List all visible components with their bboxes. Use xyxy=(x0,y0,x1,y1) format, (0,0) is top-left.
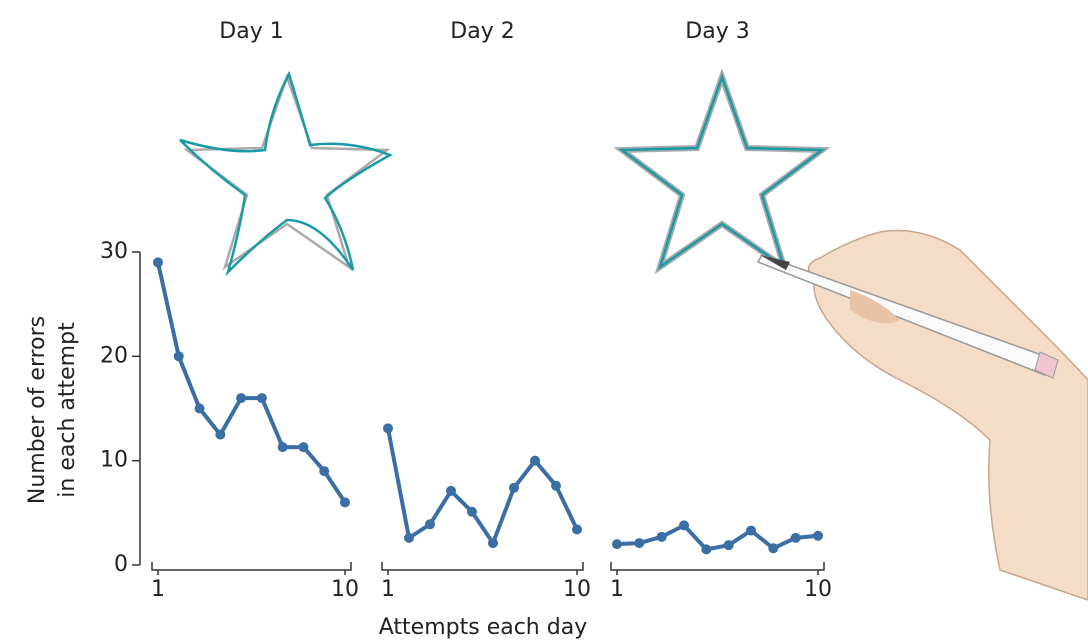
x-tick-label: 10 xyxy=(331,577,359,602)
point xyxy=(256,393,267,404)
point xyxy=(746,525,756,536)
x-axis xyxy=(610,562,825,571)
point xyxy=(723,540,734,551)
point xyxy=(467,506,477,517)
x-axis-label: Attempts each day xyxy=(379,615,587,640)
point xyxy=(813,530,823,541)
point xyxy=(215,429,226,440)
point xyxy=(277,442,288,453)
point xyxy=(194,403,205,414)
x-axis xyxy=(381,562,584,571)
panel-title: Day 2 xyxy=(450,19,514,44)
point xyxy=(425,519,435,530)
drawn-star-3 xyxy=(620,75,824,269)
point xyxy=(383,423,393,434)
point xyxy=(446,485,456,496)
y-tick-label: 0 xyxy=(114,552,128,577)
point xyxy=(768,543,779,554)
point xyxy=(612,539,622,550)
x-tick-label: 1 xyxy=(610,577,624,602)
y-axis-label: Number of errors xyxy=(25,316,50,504)
panel-title: Day 1 xyxy=(219,19,283,44)
x-tick-label: 1 xyxy=(381,577,395,602)
point xyxy=(236,393,247,404)
point xyxy=(340,497,350,508)
line xyxy=(156,262,347,504)
hand xyxy=(756,229,1088,601)
point xyxy=(173,351,184,362)
point xyxy=(701,544,712,555)
point xyxy=(551,480,561,491)
point xyxy=(404,532,414,543)
point xyxy=(509,482,519,493)
y-tick-label: 20 xyxy=(100,343,128,368)
point xyxy=(153,257,163,268)
point xyxy=(679,520,689,531)
y-axis-label: in each attempt xyxy=(55,322,80,498)
line xyxy=(386,427,579,546)
point xyxy=(319,466,330,477)
point xyxy=(298,442,309,453)
line xyxy=(616,523,819,552)
point xyxy=(530,455,540,466)
point xyxy=(572,524,582,535)
x-tick-label: 10 xyxy=(563,577,591,602)
point xyxy=(488,538,498,549)
y-tick-label: 10 xyxy=(100,448,128,473)
point xyxy=(656,531,667,542)
x-axis xyxy=(151,562,352,571)
panel-title: Day 3 xyxy=(685,19,749,44)
x-tick-label: 10 xyxy=(804,577,832,602)
y-tick-label: 30 xyxy=(100,239,128,264)
point xyxy=(790,532,801,543)
drawn-star-1 xyxy=(179,70,393,277)
x-tick-label: 1 xyxy=(151,577,165,602)
star-drawings xyxy=(179,70,824,277)
point xyxy=(634,538,645,549)
